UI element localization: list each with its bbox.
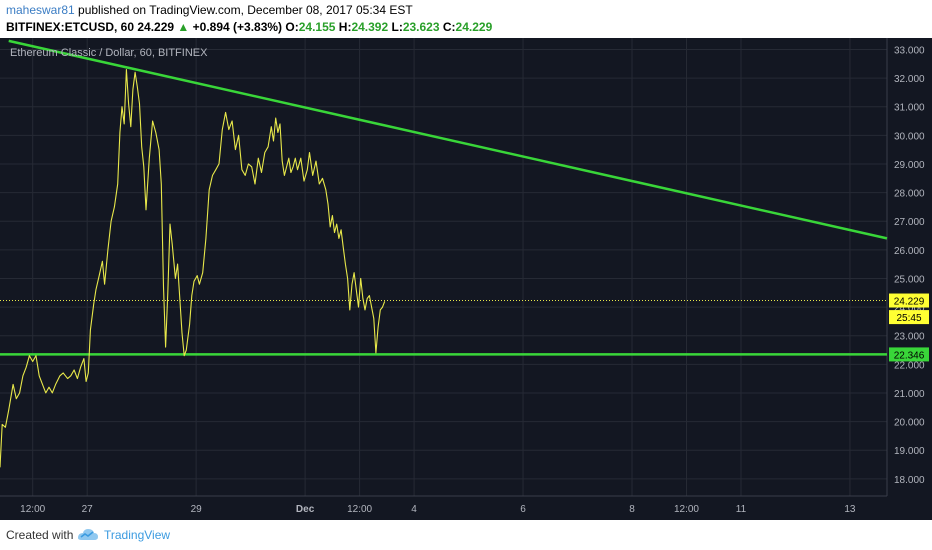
publish-line: maheswar81 published on TradingView.com,… bbox=[6, 3, 413, 17]
tradingview-brand-link[interactable]: TradingView bbox=[104, 528, 171, 542]
high-label: H: bbox=[338, 20, 352, 34]
price-marker-label: 22.346 bbox=[894, 350, 925, 361]
price-marker-box bbox=[889, 347, 929, 362]
y-tick-label: 18.000 bbox=[894, 475, 925, 486]
low-value: 23.623 bbox=[402, 20, 440, 34]
price-marker-label: 24.229 bbox=[894, 297, 925, 308]
close-value: 24.229 bbox=[455, 20, 493, 34]
y-tick-label: 21.000 bbox=[894, 389, 925, 400]
y-tick-label: 26.000 bbox=[894, 246, 925, 257]
y-tick-label: 30.000 bbox=[894, 131, 925, 142]
close-label: C: bbox=[442, 20, 456, 34]
tradingview-cloud-icon[interactable] bbox=[76, 526, 100, 542]
y-tick-label: 27.000 bbox=[894, 217, 925, 228]
price-marker-box bbox=[889, 293, 929, 308]
price-chart[interactable]: 12:00 27 29 Dec 12:00 4 6 8 12:00 11 13 18.000 19.0… bbox=[0, 38, 932, 520]
x-tick-label: 8 bbox=[629, 504, 635, 515]
open-label: O: bbox=[285, 20, 299, 34]
price-marker-label: 25:45 bbox=[896, 313, 921, 324]
header-bar: maheswar81 published on TradingView.com,… bbox=[0, 0, 932, 38]
price-change: +0.894 (+3.83%) bbox=[192, 20, 283, 34]
y-tick-label: 24.000 bbox=[894, 303, 925, 314]
x-tick-label: 6 bbox=[520, 504, 526, 515]
x-axis: 12:00 27 29 Dec 12:00 4 6 8 12:00 11 13 bbox=[0, 495, 887, 515]
x-tick-label: 12:00 bbox=[347, 504, 372, 515]
chart-background bbox=[0, 38, 932, 520]
y-tick-label: 31.000 bbox=[894, 103, 925, 114]
y-tick-label: 25.000 bbox=[894, 274, 925, 285]
price-line bbox=[0, 68, 386, 468]
footer-bar: Created with TradingView bbox=[0, 520, 932, 550]
y-tick-label: 28.000 bbox=[894, 189, 925, 200]
y-tick-label: 29.000 bbox=[894, 160, 925, 171]
y-tick-label: 20.000 bbox=[894, 418, 925, 429]
symbol-label: BITFINEX:ETCUSD, 60 bbox=[6, 20, 135, 34]
descending-trendline[interactable] bbox=[8, 39, 888, 240]
grid bbox=[0, 38, 887, 496]
y-tick-label: 33.000 bbox=[894, 45, 925, 56]
price-markers: 24.229 25:45 22.346 bbox=[889, 293, 929, 362]
open-value: 24.155 bbox=[298, 20, 336, 34]
x-tick-label: 13 bbox=[844, 504, 856, 515]
y-tick-label: 23.000 bbox=[894, 332, 925, 343]
x-tick-label: 12:00 bbox=[674, 504, 699, 515]
x-tick-label: Dec bbox=[296, 504, 315, 515]
low-label: L: bbox=[391, 20, 403, 34]
high-value: 24.392 bbox=[351, 20, 389, 34]
price-marker-box bbox=[889, 310, 929, 325]
x-tick-label: 4 bbox=[411, 504, 417, 515]
up-arrow-icon: ▲ bbox=[177, 20, 190, 34]
author-link[interactable]: maheswar81 bbox=[6, 3, 75, 17]
trendlines[interactable] bbox=[0, 39, 888, 356]
x-tick-label: 11 bbox=[736, 504, 747, 515]
chart-title: Ethereum Classic / Dollar, 60, BITFINEX bbox=[10, 47, 208, 59]
last-price: 24.229 bbox=[137, 20, 175, 34]
y-tick-label: 22.000 bbox=[894, 360, 925, 371]
x-tick-label: 12:00 bbox=[20, 504, 45, 515]
publish-text: published on TradingView.com, December 0… bbox=[74, 3, 413, 17]
x-tick-label: 29 bbox=[191, 504, 203, 515]
created-with-text: Created with bbox=[6, 528, 74, 542]
y-axis: 18.000 19.000 20.000 21.000 22.000 23.000 24.0… bbox=[886, 38, 925, 496]
price-series bbox=[0, 68, 386, 468]
chart-area[interactable]: 12:00 27 29 Dec 12:00 4 6 8 12:00 11 13 18.000 19.0… bbox=[0, 38, 932, 520]
y-tick-label: 19.000 bbox=[894, 446, 925, 457]
y-tick-label: 32.000 bbox=[894, 74, 925, 85]
symbol-line: BITFINEX:ETCUSD, 60 24.229 ▲ +0.894 (+3.… bbox=[6, 20, 492, 34]
x-tick-label: 27 bbox=[82, 504, 94, 515]
